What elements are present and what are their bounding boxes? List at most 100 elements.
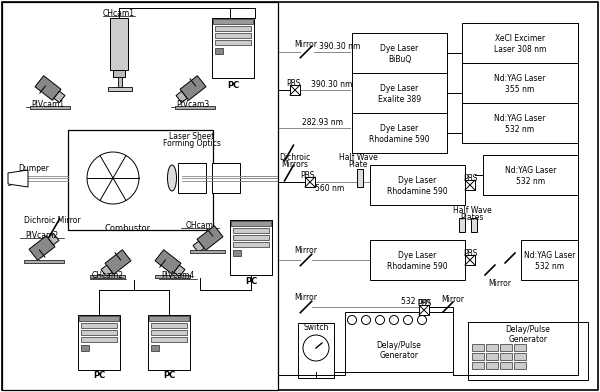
Bar	[155, 275, 190, 278]
Bar	[370, 165, 465, 205]
Text: Mirrors: Mirrors	[281, 160, 308, 169]
Bar	[514, 353, 526, 360]
Text: Dye Laser: Dye Laser	[398, 176, 437, 185]
Bar	[472, 344, 484, 351]
Polygon shape	[105, 250, 131, 274]
Circle shape	[389, 316, 398, 325]
Polygon shape	[193, 241, 204, 252]
Bar	[345, 312, 453, 372]
Text: Exalite 389: Exalite 389	[378, 95, 421, 104]
Bar	[78, 315, 120, 370]
Text: 355 nm: 355 nm	[505, 85, 535, 94]
Polygon shape	[35, 76, 61, 100]
Bar	[178, 163, 206, 193]
Bar	[352, 113, 447, 153]
Text: 532 nm: 532 nm	[535, 262, 564, 271]
Bar	[30, 106, 70, 109]
Circle shape	[361, 316, 371, 325]
Polygon shape	[8, 170, 28, 187]
Bar	[462, 103, 578, 143]
Polygon shape	[197, 226, 223, 250]
Bar	[486, 362, 498, 369]
Text: PC: PC	[227, 80, 239, 89]
Bar	[462, 23, 578, 63]
Text: PC: PC	[163, 372, 175, 381]
Bar	[90, 275, 125, 278]
Bar	[108, 87, 132, 91]
Text: PBS: PBS	[300, 171, 314, 180]
Text: 282.93 nm: 282.93 nm	[302, 118, 343, 127]
Text: Laser Sheet: Laser Sheet	[169, 131, 215, 140]
Bar	[233, 242, 269, 247]
Text: PC: PC	[93, 372, 105, 381]
Bar	[233, 235, 269, 240]
Bar	[110, 18, 128, 70]
Text: Dumper: Dumper	[19, 163, 49, 172]
Text: PIVcam4: PIVcam4	[161, 272, 194, 281]
Text: 390.30 nm: 390.30 nm	[319, 42, 361, 51]
Text: Combustor: Combustor	[105, 223, 151, 232]
Bar	[215, 40, 251, 45]
Text: 560 nm: 560 nm	[316, 183, 344, 192]
Bar	[151, 323, 187, 328]
Circle shape	[303, 335, 329, 361]
Bar	[212, 18, 254, 78]
Text: Generator: Generator	[380, 350, 419, 359]
Text: PIVcam3: PIVcam3	[176, 100, 209, 109]
Text: PIVcam1: PIVcam1	[31, 100, 65, 109]
Bar	[190, 250, 225, 252]
Text: Laser 308 nm: Laser 308 nm	[494, 45, 546, 54]
Bar	[151, 330, 187, 335]
Bar	[81, 323, 117, 328]
Bar	[230, 220, 272, 275]
Text: 532 nm: 532 nm	[516, 177, 545, 186]
Bar	[81, 330, 117, 335]
Text: BiBuQ: BiBuQ	[388, 55, 411, 64]
Bar	[419, 305, 429, 315]
Bar	[514, 362, 526, 369]
Text: OHcam: OHcam	[186, 221, 214, 229]
Text: PBS: PBS	[463, 174, 477, 183]
Bar	[486, 353, 498, 360]
Text: Nd:YAG Laser: Nd:YAG Laser	[505, 166, 556, 175]
Polygon shape	[180, 76, 206, 100]
Bar	[486, 344, 498, 351]
Bar	[231, 221, 271, 226]
Text: Mirror: Mirror	[295, 40, 317, 49]
Bar	[68, 130, 213, 230]
Bar	[233, 228, 269, 233]
Text: Plate: Plate	[349, 160, 368, 169]
Text: Nd:YAG Laser: Nd:YAG Laser	[494, 114, 545, 123]
Bar	[213, 19, 253, 24]
Bar	[81, 345, 89, 351]
Bar	[500, 344, 512, 351]
Text: Half Wave: Half Wave	[338, 152, 377, 162]
Text: Rhodamine 590: Rhodamine 590	[387, 187, 448, 196]
Bar	[2, 2, 278, 390]
Bar	[370, 240, 465, 280]
Bar	[215, 48, 223, 54]
Bar	[151, 345, 159, 351]
Text: XeCl Excimer: XeCl Excimer	[495, 34, 545, 43]
Text: Mirror: Mirror	[295, 294, 317, 303]
Bar	[465, 255, 475, 265]
Text: Delay/Pulse: Delay/Pulse	[377, 341, 421, 350]
Text: Half Wave: Half Wave	[452, 205, 491, 214]
Text: Dye Laser: Dye Laser	[398, 251, 437, 260]
Text: PBS: PBS	[463, 249, 477, 258]
Text: Rhodamine 590: Rhodamine 590	[369, 135, 430, 144]
Polygon shape	[48, 233, 59, 245]
Polygon shape	[174, 265, 185, 277]
Text: Plates: Plates	[460, 212, 484, 221]
Bar	[459, 218, 465, 232]
Text: Dichroic: Dichroic	[280, 152, 311, 162]
Bar	[305, 177, 315, 187]
Text: Dye Laser: Dye Laser	[380, 124, 419, 133]
Polygon shape	[101, 265, 112, 277]
Bar	[500, 353, 512, 360]
Bar	[24, 260, 64, 263]
Circle shape	[347, 316, 356, 325]
Text: Switch: Switch	[304, 323, 329, 332]
Text: PC: PC	[245, 276, 257, 285]
Bar	[148, 315, 190, 370]
